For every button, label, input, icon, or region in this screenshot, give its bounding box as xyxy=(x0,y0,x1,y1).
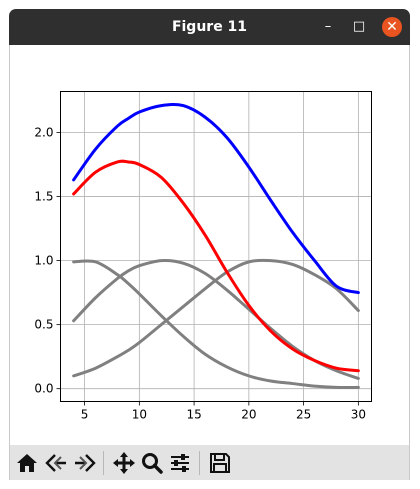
window-border-left xyxy=(9,45,10,480)
home-button[interactable] xyxy=(15,451,39,475)
magnifier-icon xyxy=(142,453,163,474)
y-tick-label: 0.5 xyxy=(34,318,53,332)
x-tick-label: 30 xyxy=(351,408,366,422)
window-border-right xyxy=(409,45,410,480)
close-button[interactable]: ✕ xyxy=(382,17,402,37)
series-line-4 xyxy=(72,258,360,378)
x-tick-label: 25 xyxy=(296,408,311,422)
x-tick-label: 5 xyxy=(81,408,89,422)
back-arrow-icon xyxy=(45,454,66,472)
configure-button[interactable] xyxy=(168,451,192,475)
minimize-button[interactable]: – xyxy=(324,19,332,34)
forward-button[interactable] xyxy=(73,451,97,475)
toolbar-separator xyxy=(199,451,200,475)
x-tick-label: 20 xyxy=(241,408,256,422)
y-tick-label: 0.0 xyxy=(34,382,53,396)
y-tick-label: 1.0 xyxy=(34,254,53,268)
series-line-1 xyxy=(72,159,360,373)
line-chart: 5 10 15 20 25 30 0.0 0.5 1.0 1.5 2.0 xyxy=(34,91,372,422)
series-line-2 xyxy=(72,259,360,390)
save-button[interactable] xyxy=(208,451,232,475)
zoom-button[interactable] xyxy=(140,451,164,475)
back-button[interactable] xyxy=(44,451,68,475)
matplotlib-toolbar xyxy=(10,445,409,480)
y-tick-label: 1.5 xyxy=(34,190,53,204)
plot-frame xyxy=(60,91,372,402)
series-line-0 xyxy=(72,102,360,295)
maximize-button[interactable]: □ xyxy=(352,19,366,34)
x-tick-label: 15 xyxy=(186,408,201,422)
home-icon xyxy=(17,454,37,472)
pan-button[interactable] xyxy=(112,451,136,475)
figure-canvas[interactable]: 5 10 15 20 25 30 0.0 0.5 1.0 1.5 2.0 xyxy=(10,45,409,445)
y-tick-label: 2.0 xyxy=(34,125,53,139)
x-tick-label: 10 xyxy=(132,408,147,422)
move-icon xyxy=(113,452,135,474)
window-title: Figure 11 xyxy=(171,19,248,35)
forward-arrow-icon xyxy=(75,454,96,472)
sliders-icon xyxy=(171,454,189,472)
floppy-disk-icon xyxy=(210,453,230,473)
toolbar-separator xyxy=(103,451,104,475)
title-bar[interactable]: Figure 11 – □ ✕ xyxy=(9,9,410,45)
